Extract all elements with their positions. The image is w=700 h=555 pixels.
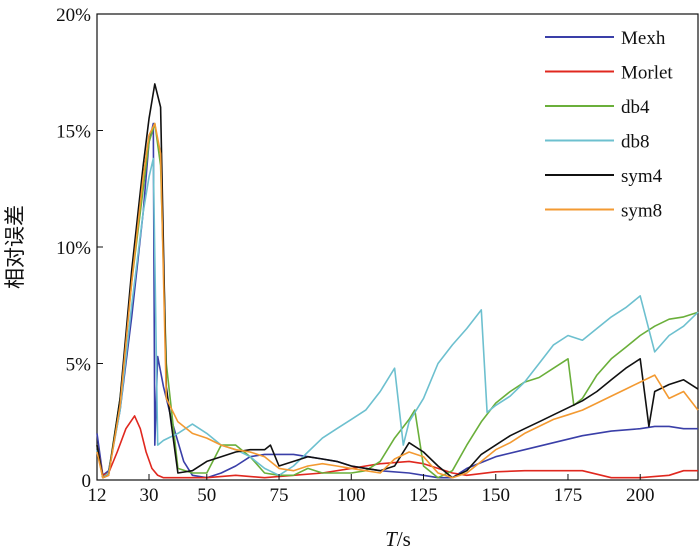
- x-tick-label: 125: [409, 485, 438, 506]
- series-line-sym4: [96, 83, 699, 479]
- tick-layer: 12 30 50 75 100 125 150 175 200 0 5% 10% 15% 20%: [56, 5, 654, 506]
- x-tick-label: 50: [197, 485, 216, 506]
- x-tick-label: 150: [481, 485, 510, 506]
- series-line-morlet: [96, 415, 698, 479]
- series-line-mexh: [96, 122, 698, 479]
- x-tick-label: 12: [88, 485, 107, 506]
- y-tick-label: 10%: [56, 238, 91, 259]
- x-axis-label: T/s: [385, 527, 411, 551]
- x-tick-label: 200: [626, 485, 655, 506]
- series-line-db8: [96, 157, 699, 479]
- legend-label-sym4: sym4: [621, 166, 663, 187]
- y-axis-label: 相对误差: [3, 205, 27, 289]
- x-tick-label: 175: [554, 485, 583, 506]
- x-tick-label: 100: [337, 485, 366, 506]
- legend-label-morlet: Morlet: [621, 63, 673, 84]
- y-tick-label: 20%: [56, 5, 91, 26]
- series-line-sym8: [96, 122, 699, 479]
- legend-label-db8: db8: [621, 132, 650, 153]
- series-layer: [96, 83, 699, 479]
- y-tick-label: 15%: [56, 122, 91, 143]
- legend-label-sym8: sym8: [621, 201, 662, 222]
- legend: Mexh Morlet db4 db8 sym4 sym8: [545, 28, 673, 222]
- y-tick-label: 5%: [66, 355, 92, 376]
- plot-area-frame: [96, 13, 699, 481]
- legend-label-db4: db4: [621, 97, 650, 118]
- series-line-db4: [96, 122, 699, 479]
- x-tick-label: 30: [140, 485, 159, 506]
- x-tick-label: 75: [270, 485, 289, 506]
- y-tick-label: 0: [82, 471, 92, 492]
- legend-label-mexh: Mexh: [621, 28, 666, 49]
